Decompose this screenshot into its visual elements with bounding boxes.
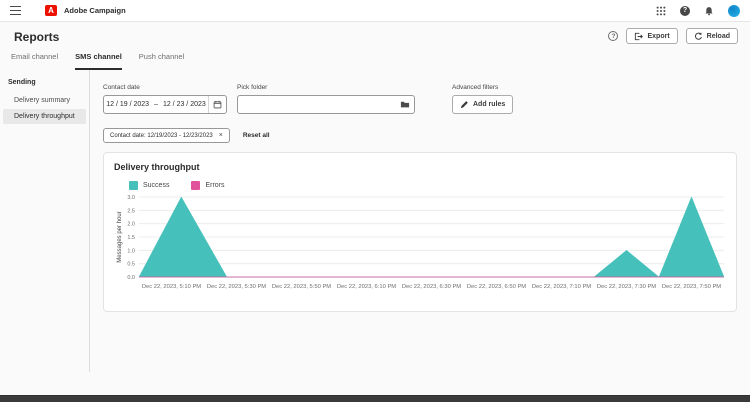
folder-icon (400, 101, 410, 108)
hamburger-menu-icon[interactable] (10, 6, 21, 15)
page-header: Reports Export Reload (0, 22, 750, 50)
pick-folder-field[interactable] (237, 95, 415, 114)
pick-folder-label: Pick folder (237, 84, 268, 91)
add-rules-label: Add rules (473, 101, 506, 108)
topbar: A Adobe Campaign (0, 0, 750, 22)
calendar-picker-button[interactable] (208, 96, 226, 113)
header-actions: Export Reload (608, 28, 738, 44)
throughput-area-chart[interactable]: 0.0 0.5 1.0 1.5 2.0 2.5 3.0 Messages per hour De… (114, 193, 726, 297)
legend-item-errors[interactable]: Errors (191, 181, 225, 190)
sidebar-list: Delivery summary Delivery throughput (0, 93, 89, 124)
svg-text:0.5: 0.5 (127, 262, 135, 268)
app-title: Adobe Campaign (64, 6, 126, 15)
folder-picker-button[interactable] (396, 96, 414, 113)
svg-text:Dec 22, 2023, 6:10 PM: Dec 22, 2023, 6:10 PM (337, 284, 396, 290)
advanced-filters: Advanced filters Add rules (452, 84, 514, 114)
contact-date-label: Contact date (103, 84, 140, 91)
export-button[interactable]: Export (626, 28, 678, 44)
sidebar: Sending Delivery summary Delivery throug… (0, 70, 90, 372)
svg-text:2.0: 2.0 (127, 222, 135, 228)
date-end[interactable]: 12 / 23 / 2023 (162, 101, 206, 108)
bell-icon[interactable] (703, 5, 715, 17)
date-range-value: 12 / 19 / 2023 – 12 / 23 / 2023 (104, 101, 208, 108)
date-range-input[interactable]: 12 / 19 / 2023 – 12 / 23 / 2023 (103, 95, 227, 114)
help-icon[interactable] (680, 5, 690, 16)
svg-text:0.0: 0.0 (127, 275, 135, 281)
page-title: Reports (14, 30, 60, 44)
svg-text:Dec 22, 2023, 6:30 PM: Dec 22, 2023, 6:30 PM (402, 284, 461, 290)
filter-chip-label: Contact date: 12/19/2023 - 12/23/2023 (110, 132, 213, 139)
contact-date-filter-chip[interactable]: Contact date: 12/19/2023 - 12/23/2023 (103, 128, 230, 143)
topbar-actions (655, 4, 740, 17)
legend-item-success[interactable]: Success (129, 181, 169, 190)
sidebar-section-sending: Sending (8, 79, 36, 86)
bottom-bar (0, 395, 750, 402)
tab-sms-channel[interactable]: SMS channel (75, 52, 122, 70)
sidebar-item-delivery-throughput[interactable]: Delivery throughput (3, 109, 86, 124)
svg-text:Dec 22, 2023, 6:50 PM: Dec 22, 2023, 6:50 PM (467, 284, 526, 290)
contact-date-filter: Contact date 12 / 19 / 2023 – 12 / 23 / … (103, 84, 227, 114)
reload-label: Reload (706, 32, 730, 40)
channel-tabs: Email channel SMS channel Push channel (11, 52, 184, 70)
tab-email-channel[interactable]: Email channel (11, 52, 59, 61)
export-label: Export (647, 32, 670, 40)
svg-text:1.0: 1.0 (127, 248, 135, 254)
advanced-filters-label: Advanced filters (452, 84, 499, 91)
tab-push-channel[interactable]: Push channel (138, 52, 185, 61)
report-help-icon[interactable] (608, 31, 619, 41)
chip-close-icon[interactable] (219, 132, 223, 139)
reload-button[interactable]: Reload (685, 28, 738, 44)
active-filters-row: Contact date: 12/19/2023 - 12/23/2023 Re… (103, 128, 270, 143)
pencil-icon (460, 100, 469, 109)
chart-legend: Success Errors (129, 181, 726, 190)
sidebar-item-delivery-summary[interactable]: Delivery summary (14, 97, 71, 104)
delivery-throughput-card: Delivery throughput Success Errors 0.0 0.… (103, 152, 737, 312)
date-separator: – (154, 101, 158, 108)
add-rules-button[interactable]: Add rules (452, 95, 514, 114)
calendar-icon (213, 100, 222, 109)
app-grid-icon[interactable] (655, 5, 667, 17)
svg-text:3.0: 3.0 (127, 195, 135, 201)
reload-icon (694, 32, 703, 41)
user-avatar[interactable] (728, 4, 740, 17)
export-icon (634, 32, 644, 41)
svg-text:Dec 22, 2023, 7:50 PM: Dec 22, 2023, 7:50 PM (662, 284, 721, 290)
chart-title: Delivery throughput (114, 162, 200, 172)
svg-text:Dec 22, 2023, 5:10 PM: Dec 22, 2023, 5:10 PM (142, 284, 201, 290)
success-swatch-icon (129, 181, 138, 190)
svg-text:Messages per hour: Messages per hour (117, 211, 123, 262)
legend-errors-label: Errors (205, 182, 225, 189)
svg-text:Dec 22, 2023, 5:50 PM: Dec 22, 2023, 5:50 PM (272, 284, 331, 290)
pick-folder-filter: Pick folder (237, 84, 415, 114)
pick-folder-input[interactable] (238, 101, 396, 108)
svg-text:Dec 22, 2023, 7:10 PM: Dec 22, 2023, 7:10 PM (532, 284, 591, 290)
svg-text:Dec 22, 2023, 5:30 PM: Dec 22, 2023, 5:30 PM (207, 284, 266, 290)
svg-text:2.5: 2.5 (127, 208, 135, 214)
svg-text:Dec 22, 2023, 7:30 PM: Dec 22, 2023, 7:30 PM (597, 284, 656, 290)
reset-all-link[interactable]: Reset all (242, 132, 270, 139)
date-start[interactable]: 12 / 19 / 2023 (106, 101, 150, 108)
adobe-logo-icon: A (45, 5, 57, 16)
legend-success-label: Success (143, 182, 170, 189)
svg-text:1.5: 1.5 (127, 235, 135, 241)
errors-swatch-icon (191, 181, 201, 190)
